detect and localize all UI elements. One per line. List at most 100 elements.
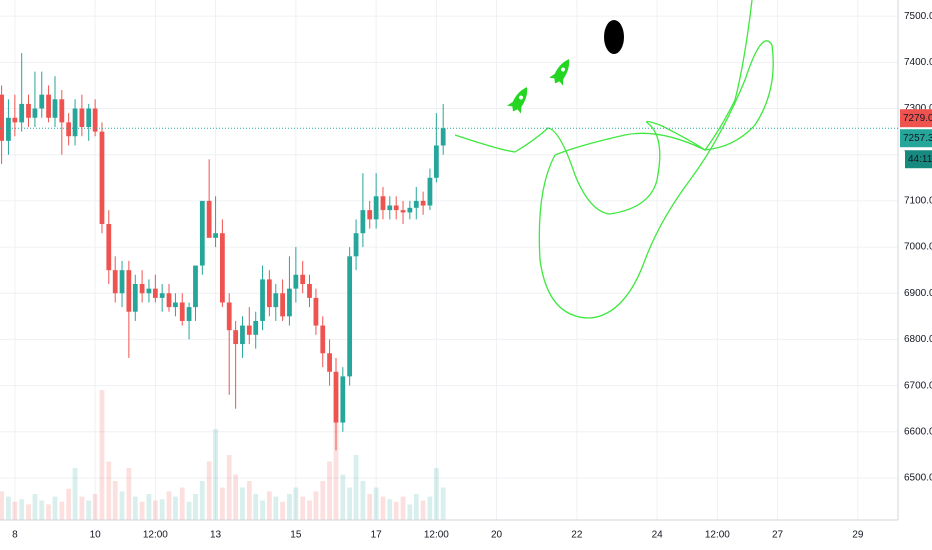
- candle-body: [79, 108, 85, 127]
- candle-body: [26, 103, 31, 118]
- candle-body: [186, 307, 192, 321]
- volume-bar: [340, 474, 346, 520]
- volume-bar: [407, 504, 413, 520]
- x-tick-label: 13: [210, 530, 222, 541]
- candle-body: [52, 99, 58, 118]
- volume-bar: [413, 494, 419, 520]
- candle-body: [320, 325, 326, 354]
- volume-bar: [360, 481, 366, 520]
- volume-bar: [126, 468, 132, 520]
- candle-body: [66, 122, 72, 137]
- volume-bar: [99, 390, 105, 520]
- candle-body: [173, 302, 178, 308]
- volume-bar: [173, 496, 178, 520]
- candle-layer: [0, 53, 446, 451]
- candle-body: [407, 207, 413, 213]
- x-tick-label: 15: [290, 530, 302, 541]
- rocket-icon: [507, 87, 528, 114]
- trend-drawing: [454, 0, 753, 215]
- volume-bar: [387, 499, 393, 520]
- volume-bar: [132, 496, 138, 520]
- volume-bar: [433, 468, 439, 520]
- x-tick-label: 24: [652, 530, 664, 541]
- volume-bar: [380, 496, 386, 520]
- candle-body: [146, 288, 152, 294]
- candle-body: [99, 131, 105, 224]
- volume-bar: [152, 500, 158, 520]
- candle-body: [333, 371, 339, 423]
- volume-bar: [220, 487, 225, 520]
- candle-body: [367, 210, 373, 220]
- x-tick-label: 17: [371, 530, 383, 541]
- volume-bar: [273, 496, 279, 520]
- candle-body: [340, 376, 346, 423]
- candle-body: [307, 284, 312, 298]
- volume-bar: [293, 487, 299, 520]
- volume-bar: [206, 461, 212, 520]
- volume-layer: [0, 390, 446, 520]
- volume-bar: [186, 501, 192, 520]
- axes: 6500.0 6600.0 6700.0 6800.0 6900.0 7000.0 7100…: [0, 11, 932, 541]
- candle-body: [139, 284, 145, 294]
- y-tick-label: 6800.0: [904, 334, 932, 345]
- candle-body: [199, 200, 205, 266]
- candle-body: [12, 117, 18, 123]
- drawings: [454, 0, 774, 319]
- x-tick-label: 22: [571, 530, 583, 541]
- candle-body: [0, 94, 4, 141]
- volume-bar: [246, 481, 252, 520]
- volume-bar: [327, 461, 332, 520]
- candle-body: [32, 108, 38, 118]
- x-tick-label: 12:00: [424, 530, 449, 541]
- y-tick-label: 7300.0: [904, 103, 932, 114]
- candle-body: [126, 270, 132, 312]
- candle-body: [59, 99, 65, 123]
- candle-body: [72, 108, 78, 137]
- candle-body: [360, 210, 366, 234]
- volume-bar: [307, 500, 312, 520]
- candle-body: [240, 325, 245, 345]
- candle-body: [6, 117, 11, 141]
- candle-body: [266, 279, 272, 308]
- y-tick-label: 7000.0: [904, 242, 932, 253]
- volume-bar: [400, 496, 406, 520]
- candle-body: [280, 293, 285, 317]
- candle-body: [233, 330, 239, 345]
- price-label: 7279.0: [903, 113, 932, 124]
- candle-body: [387, 205, 393, 211]
- volume-bar: [146, 494, 152, 520]
- candle-body: [119, 270, 125, 294]
- candle-body: [287, 288, 292, 317]
- volume-bar: [253, 494, 259, 520]
- y-tick-label: 7100.0: [904, 196, 932, 207]
- countdown: 44:11: [908, 154, 932, 165]
- volume-bar: [213, 429, 218, 520]
- candle-body: [300, 274, 306, 285]
- rocket-icon: [549, 59, 570, 86]
- volume-bar: [59, 501, 65, 520]
- volume-bar: [46, 504, 51, 520]
- volume-bar: [19, 499, 25, 520]
- volume-bar: [347, 487, 353, 520]
- candle-body: [373, 196, 379, 220]
- volume-bar: [240, 487, 245, 520]
- candle-body: [159, 293, 165, 298]
- x-tick-label: 12:00: [705, 530, 730, 541]
- volume-bar: [26, 504, 31, 520]
- candle-body: [327, 353, 332, 372]
- volume-bar: [440, 487, 446, 520]
- volume-bar: [287, 494, 292, 520]
- volume-bar: [166, 491, 172, 520]
- volume-bar: [72, 468, 78, 520]
- volume-bar: [52, 496, 58, 520]
- candle-body: [353, 233, 359, 257]
- candle-body: [347, 256, 353, 377]
- candle-body: [260, 279, 265, 321]
- volume-bar: [393, 501, 399, 520]
- black-dot: [604, 20, 624, 54]
- volume-bar: [92, 494, 98, 520]
- candle-body: [152, 288, 158, 298]
- volume-bar: [320, 481, 326, 520]
